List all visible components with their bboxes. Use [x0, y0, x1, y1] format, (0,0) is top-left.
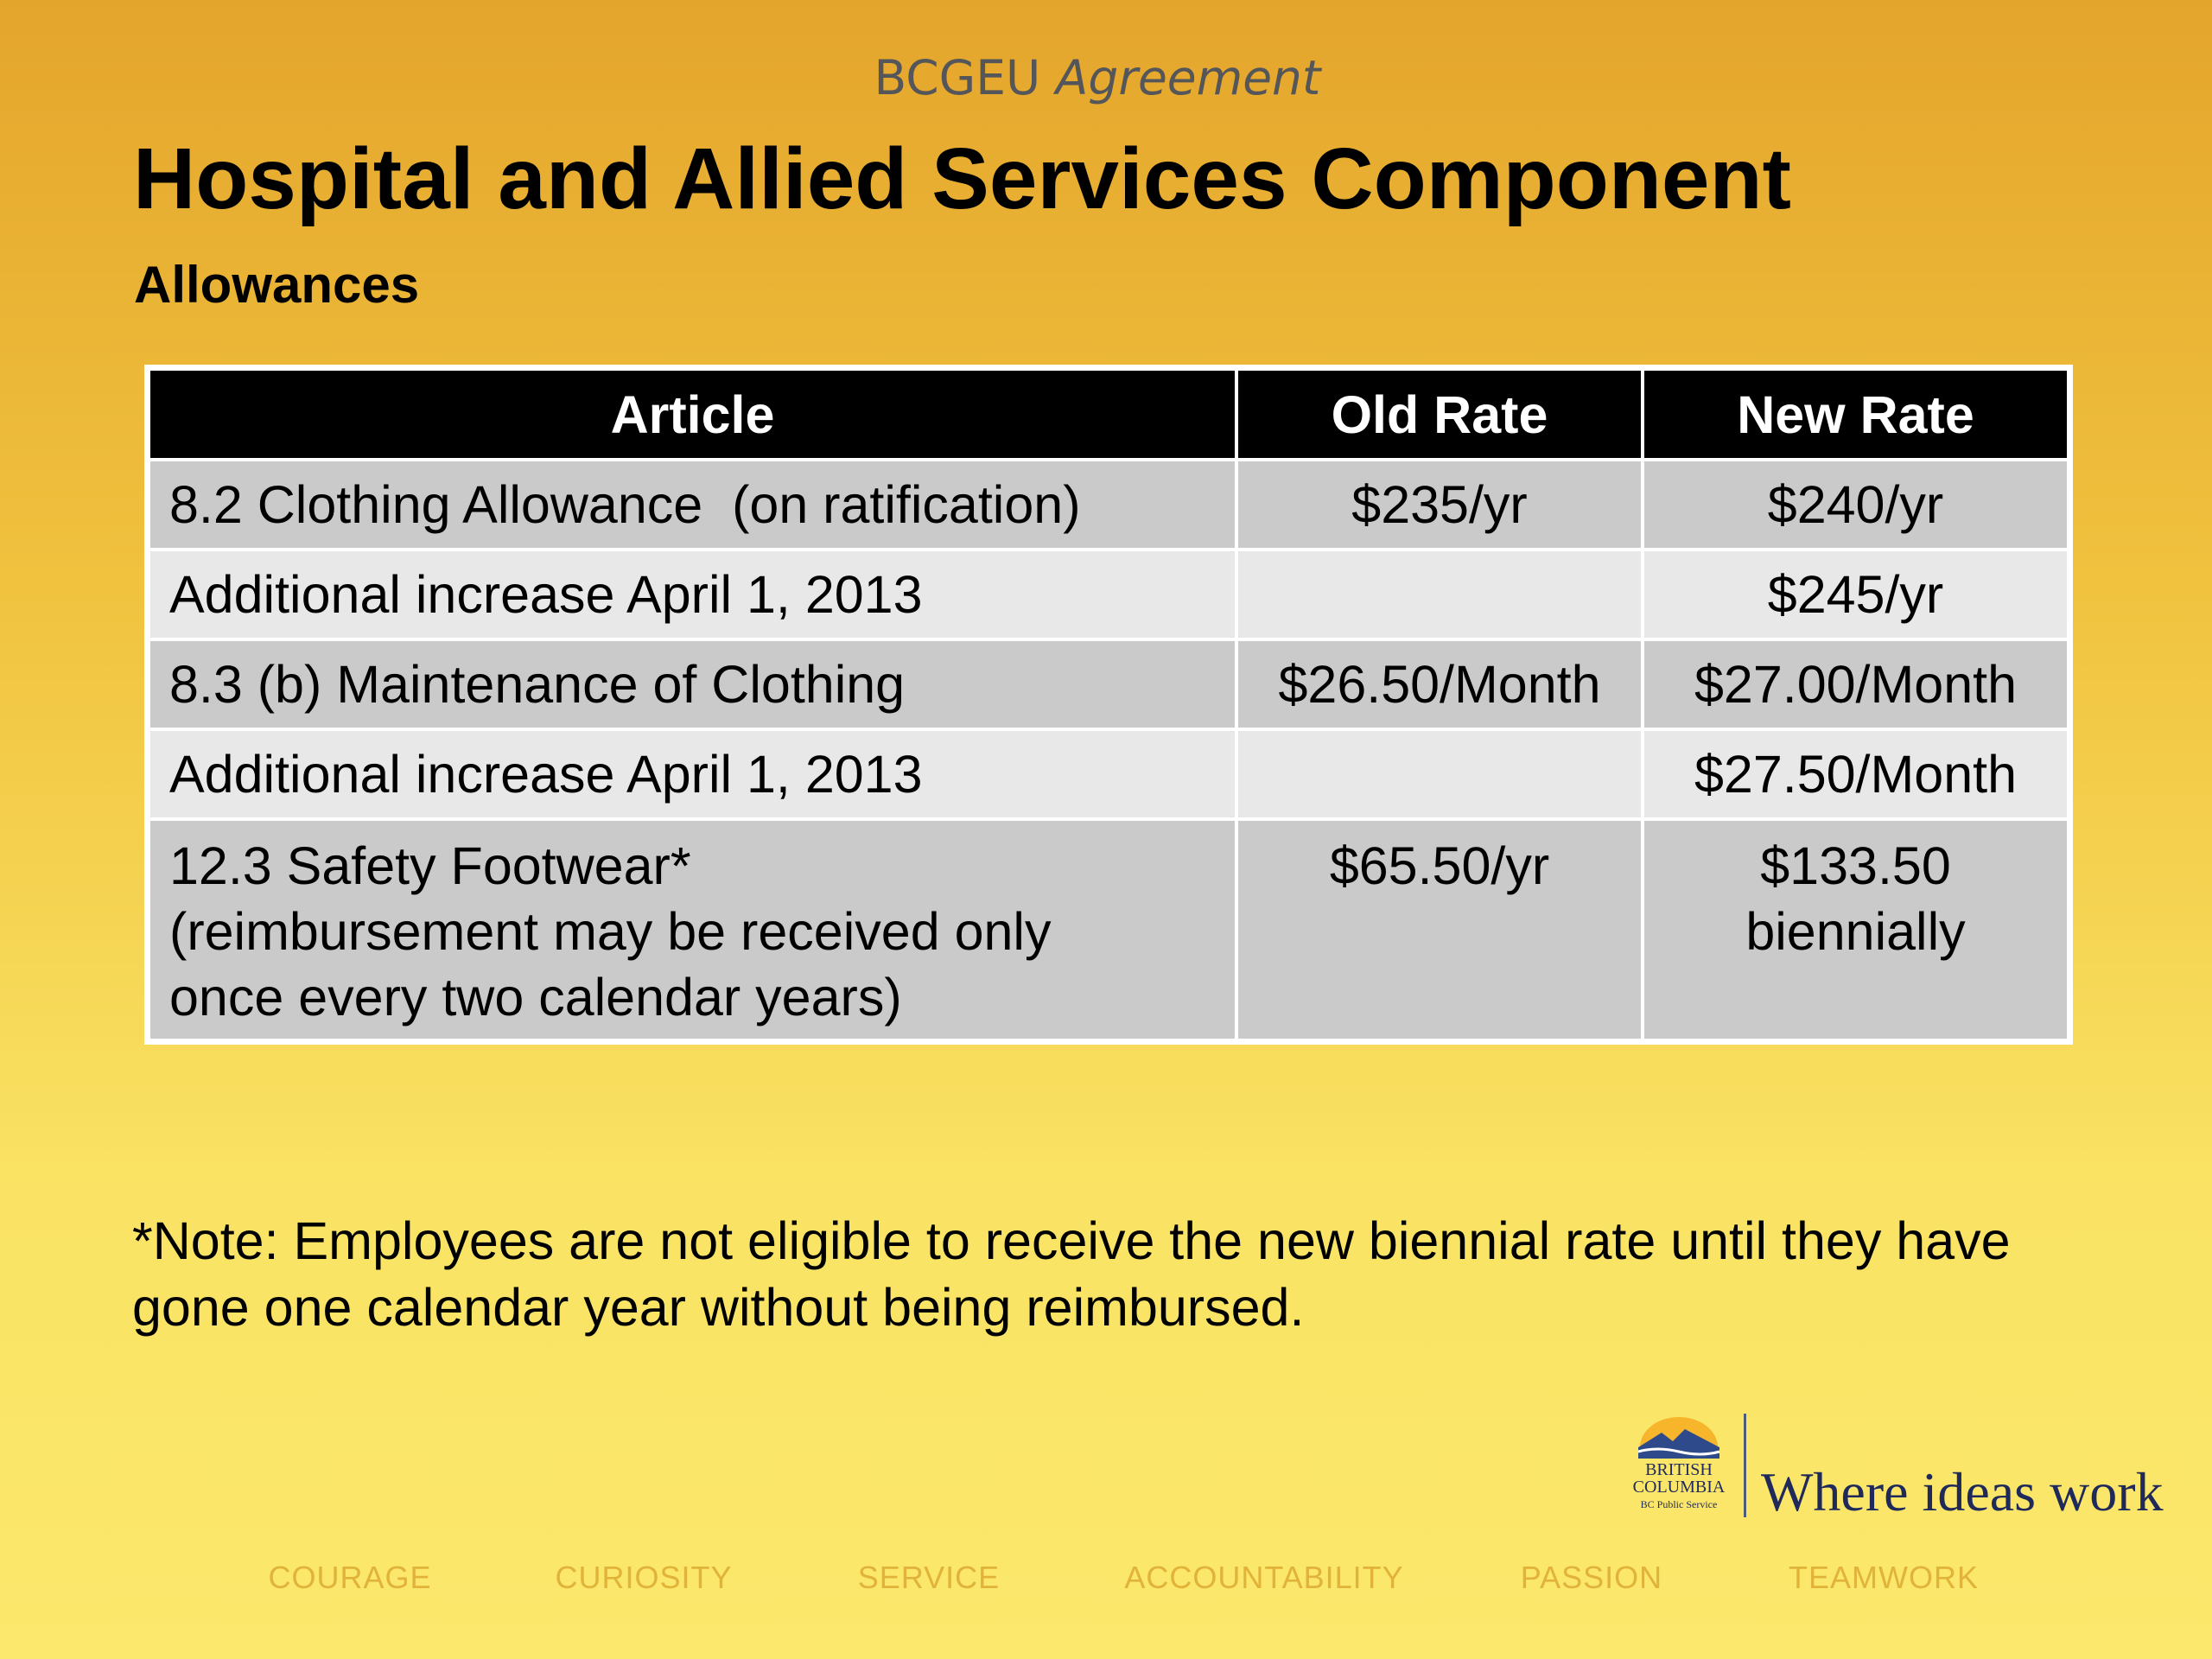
new-rate-value: $133.50 — [1760, 836, 1951, 895]
table-row: Additional increase April 1, 2013 $245/y… — [147, 548, 2070, 641]
value-word: TEAMWORK — [1789, 1560, 1979, 1595]
values-bar: COURAGE CURIOSITY SERVICE ACCOUNTABILITY… — [0, 1560, 2212, 1603]
old-rate-cell: $65.50/yr — [1235, 817, 1644, 1042]
new-rate-cell: $27.50/Month — [1641, 728, 2070, 821]
allowances-table: Article Old Rate New Rate 8.2 Clothing A… — [147, 367, 2070, 1042]
header-new-rate: New Rate — [1641, 367, 2070, 461]
new-rate-cell: $245/yr — [1641, 548, 2070, 641]
table-row: 12.3 Safety Footwear* (reimbursement may… — [147, 817, 2070, 1042]
value-word: PASSION — [1520, 1560, 1663, 1595]
value-word: ACCOUNTABILITY — [1124, 1560, 1404, 1595]
table-row: Additional increase April 1, 2013 $27.50… — [147, 728, 2070, 821]
slide-title: Hospital and Allied Services Component — [133, 130, 1791, 227]
header-old-rate: Old Rate — [1235, 367, 1644, 461]
table-row: 8.3 (b) Maintenance of Clothing $26.50/M… — [147, 638, 2070, 731]
new-rate-cell: $27.00/Month — [1641, 638, 2070, 731]
old-rate-value: $65.50/yr — [1329, 836, 1550, 895]
supertitle-italic: Agreement — [1055, 50, 1321, 105]
bc-logo-icon: BRITISH COLUMBIA BC Public Service — [1633, 1417, 1726, 1510]
article-cell: 8.2 Clothing Allowance (on ratification) — [147, 458, 1238, 551]
slide-subtitle: Allowances — [134, 256, 420, 314]
old-rate-cell — [1235, 548, 1644, 641]
logo-line-3: BC Public Service — [1641, 1498, 1718, 1510]
logo-divider — [1744, 1414, 1746, 1517]
old-rate-cell: $26.50/Month — [1235, 638, 1644, 731]
header-article: Article — [147, 367, 1238, 461]
new-rate-cell: $240/yr — [1641, 458, 2070, 551]
article-line: (reimbursement may be received only — [169, 902, 1052, 961]
table-header-row: Article Old Rate New Rate — [147, 367, 2070, 461]
value-word: SERVICE — [857, 1560, 1001, 1595]
old-rate-cell: $235/yr — [1235, 458, 1644, 551]
value-word: CURIOSITY — [555, 1560, 733, 1595]
logo-line-2: COLUMBIA — [1633, 1478, 1726, 1497]
supertitle-main: BCGEU — [874, 50, 1041, 105]
tagline: Where ideas work — [1761, 1461, 2164, 1522]
new-rate-cell: $133.50 biennially — [1641, 817, 2070, 1042]
slide-supertitle: BCGEU Agreement — [0, 50, 2195, 105]
article-line: 12.3 Safety Footwear* — [169, 836, 691, 895]
new-rate-value: biennially — [1745, 902, 1966, 961]
article-cell: Additional increase April 1, 2013 — [147, 548, 1238, 641]
article-line: once every two calendar years) — [169, 968, 902, 1027]
article-cell: 8.3 (b) Maintenance of Clothing — [147, 638, 1238, 731]
value-word: COURAGE — [268, 1560, 432, 1595]
article-cell: Additional increase April 1, 2013 — [147, 728, 1238, 821]
logo-line-1: BRITISH — [1645, 1460, 1713, 1479]
old-rate-cell — [1235, 728, 1644, 821]
footnote: *Note: Employees are not eligible to rec… — [132, 1211, 2011, 1337]
table-row: 8.2 Clothing Allowance (on ratification)… — [147, 458, 2070, 551]
article-cell: 12.3 Safety Footwear* (reimbursement may… — [147, 817, 1238, 1042]
